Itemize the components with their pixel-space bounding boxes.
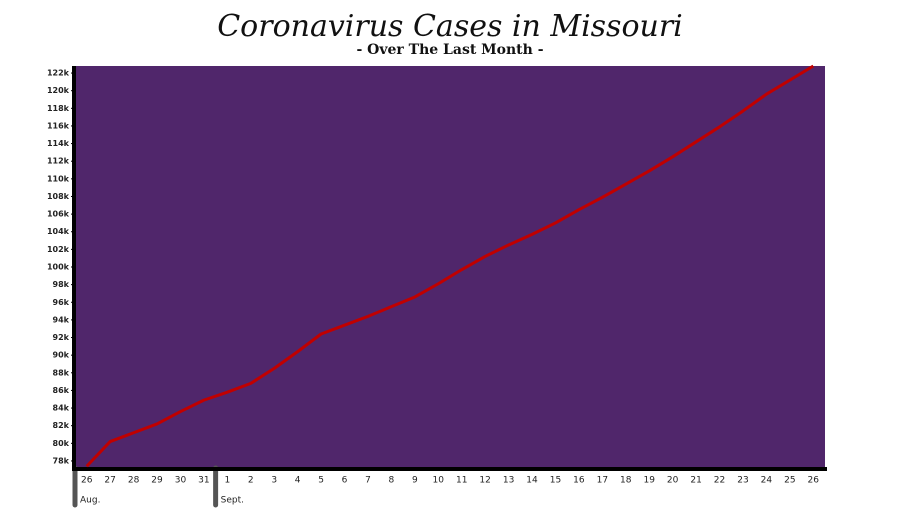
x-tick-label: 16: [573, 476, 585, 486]
x-tick-label: 12: [479, 476, 490, 486]
y-tick-label: 106k: [47, 210, 70, 219]
y-tick-label: 104k: [47, 227, 70, 236]
x-tick-label: 17: [597, 476, 608, 486]
x-tick-label: 9: [412, 476, 418, 486]
x-tick-label: 14: [526, 476, 538, 486]
y-tick-label: 98k: [53, 280, 70, 289]
x-tick-label: 21: [690, 476, 701, 486]
x-tick-label: 5: [318, 476, 324, 486]
x-tick-label: 26: [81, 476, 93, 486]
x-tick-label: 18: [620, 476, 632, 486]
chart-subtitle: - Over The Last Month -: [356, 42, 543, 58]
x-tick-label: 3: [271, 476, 277, 486]
x-tick-label: 4: [295, 476, 301, 486]
x-tick-label: 10: [433, 476, 445, 486]
x-tick-label: 7: [365, 476, 371, 486]
x-tick-label: 28: [128, 476, 140, 486]
y-tick-label: 116k: [47, 121, 70, 130]
y-tick-label: 96k: [53, 298, 70, 307]
x-tick-label: 15: [550, 476, 561, 486]
chart-title: Coronavirus Cases in Missouri: [217, 9, 683, 44]
y-tick-label: 120k: [47, 86, 70, 95]
y-tick-label: 102k: [47, 245, 70, 254]
x-tick-label: 27: [104, 476, 115, 486]
x-tick-label: 31: [198, 476, 209, 486]
y-tick-label: 80k: [53, 439, 70, 448]
y-tick-label: 122k: [47, 69, 70, 78]
y-tick-label: 110k: [47, 174, 70, 183]
x-tick-label: 23: [737, 476, 748, 486]
x-tick-label: 8: [389, 476, 395, 486]
x-tick-label: 6: [342, 476, 348, 486]
line-series: [85, 64, 815, 468]
x-tick-label: 20: [667, 476, 679, 486]
x-tick-label: 19: [643, 476, 655, 486]
y-tick-label: 118k: [47, 104, 70, 113]
x-tick-label: 26: [808, 476, 820, 486]
y-tick-label: 78k: [53, 456, 70, 465]
y-tick-label: 82k: [53, 421, 70, 430]
x-tick-label: 2: [248, 476, 254, 486]
x-tick-label: 25: [784, 476, 795, 486]
y-tick-label: 94k: [53, 315, 70, 324]
x-tick-label: 30: [175, 476, 187, 486]
y-tick-label: 112k: [47, 157, 70, 166]
y-tick-label: 84k: [53, 404, 70, 413]
month-label: Sept.: [221, 496, 244, 506]
x-tick-label: 29: [151, 476, 163, 486]
y-tick-label: 100k: [47, 263, 70, 272]
x-tick-label: 11: [456, 476, 467, 486]
x-tick-label: 22: [714, 476, 725, 486]
y-tick-label: 92k: [53, 333, 70, 342]
y-tick-label: 114k: [47, 139, 70, 148]
x-tick-label: 1: [224, 476, 230, 486]
y-tick-label: 90k: [53, 351, 70, 360]
x-tick-label: 13: [503, 476, 514, 486]
month-label: Aug.: [80, 496, 100, 506]
x-tick-label: 24: [761, 476, 773, 486]
y-tick-label: 86k: [53, 386, 70, 395]
y-tick-label: 108k: [47, 192, 70, 201]
y-tick-label: 88k: [53, 368, 70, 377]
